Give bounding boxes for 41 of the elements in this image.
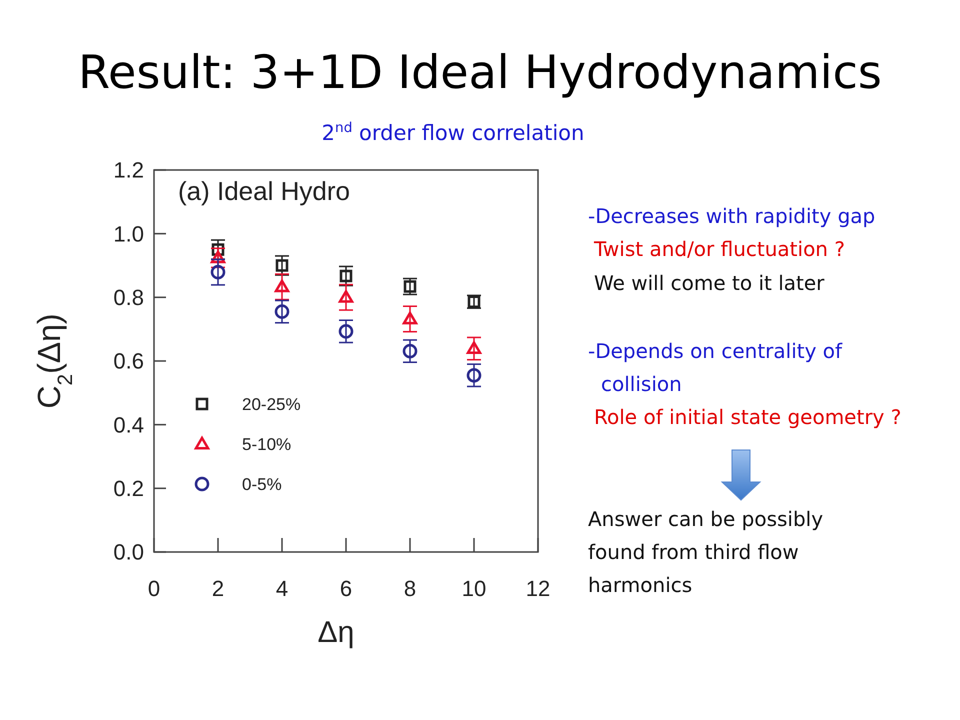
y-tick-label: 1.0 [113, 221, 144, 246]
point [340, 270, 352, 282]
y-tick-label: 0.2 [113, 476, 144, 502]
text: found from third flow [588, 540, 799, 564]
text: Role of initial state geometry ? [594, 405, 902, 429]
point [338, 324, 354, 339]
y-tick-label: 1.2 [113, 158, 144, 183]
chart-title: Result: 3+1D Ideal Hydrodynamics [78, 45, 882, 99]
text: Twist and/or fluctuation ? [593, 237, 845, 261]
point [274, 304, 290, 319]
chart-subtitle: 2$^{nd}$ order flow correlation [322, 120, 584, 145]
legend-label: 20-25% [242, 394, 301, 414]
text: We will come to it later [594, 271, 826, 295]
x-tick-label: 0 [148, 576, 160, 601]
point [274, 280, 290, 292]
point [210, 264, 226, 280]
point [276, 259, 288, 272]
text: -Depends on centrality of [588, 339, 844, 363]
x-tick-label: 6 [340, 576, 352, 601]
point [466, 341, 482, 354]
y-tick-label: 0.0 [113, 540, 144, 565]
text: -Decreases with rapidity gap [588, 204, 876, 228]
x-axis-title: Δη [318, 616, 354, 649]
x-tick-label: 12 [526, 576, 550, 601]
y-tick-label: 0.6 [113, 348, 144, 374]
point [338, 290, 354, 303]
text: harmonics [588, 573, 692, 597]
y-tick-label: 0.8 [113, 285, 144, 310]
text: collision [601, 372, 682, 396]
x-tick-label: 2 [212, 576, 224, 601]
x-tick-label: 8 [404, 576, 416, 601]
point [402, 312, 418, 324]
legend-label: 5-10% [242, 434, 292, 454]
x-tick-label: 10 [462, 576, 486, 601]
y-tick-label: 0.4 [113, 412, 144, 438]
point [402, 344, 418, 358]
annotation: (a) Ideal Hydro [178, 176, 350, 206]
point [466, 368, 482, 383]
legend-label: 0-5% [242, 474, 282, 494]
x-tick-label: 4 [276, 576, 288, 601]
text: Answer can be possibly [588, 507, 824, 531]
